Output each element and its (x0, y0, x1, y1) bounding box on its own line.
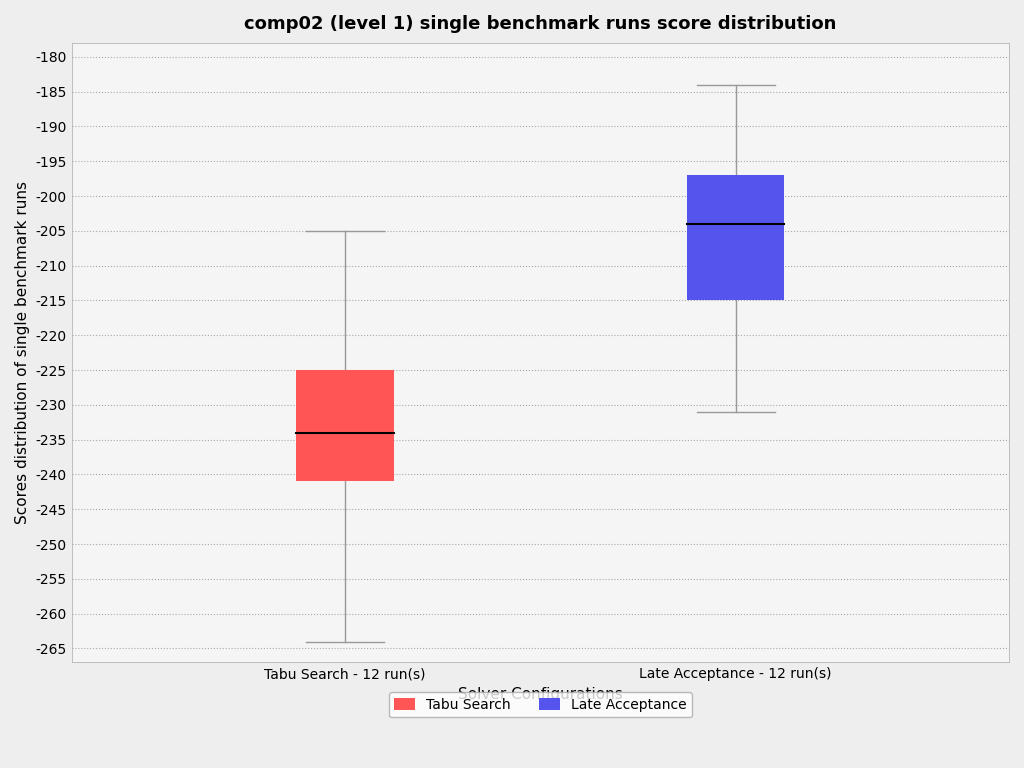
Legend: Tabu Search, Late Acceptance: Tabu Search, Late Acceptance (389, 692, 692, 717)
Bar (296, 370, 394, 482)
Bar (687, 175, 784, 300)
X-axis label: Solver Configurations: Solver Configurations (458, 687, 623, 702)
Title: comp02 (level 1) single benchmark runs score distribution: comp02 (level 1) single benchmark runs s… (244, 15, 837, 33)
Y-axis label: Scores distribution of single benchmark runs: Scores distribution of single benchmark … (15, 181, 30, 524)
